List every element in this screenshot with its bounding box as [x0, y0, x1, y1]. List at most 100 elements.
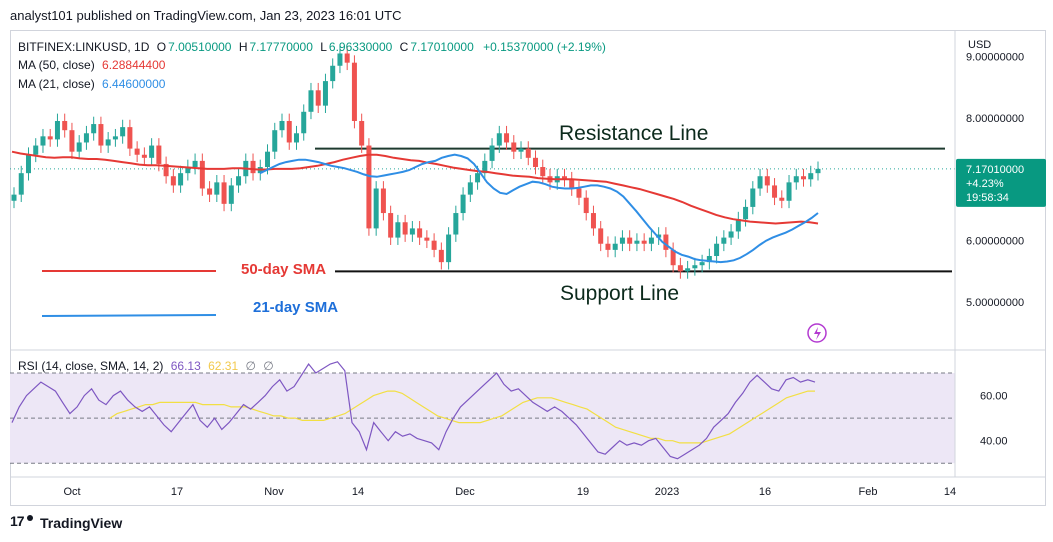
ma21-line — [259, 153, 819, 264]
candle-body — [576, 188, 582, 198]
countdown-value: 19:58:34 — [966, 192, 1009, 204]
candle-body — [663, 234, 669, 250]
candle-body — [127, 127, 133, 149]
ma50-legend[interactable]: MA (50, close) 6.28844400 — [18, 58, 165, 72]
candle-body — [764, 176, 770, 186]
high-value: 7.17770000 — [249, 40, 313, 54]
close-label: C — [399, 40, 409, 54]
candle-body — [120, 127, 126, 137]
sma50-label: 50-day SMA — [241, 261, 326, 278]
candle-body — [692, 265, 698, 269]
candle-body — [511, 142, 517, 152]
candle-body — [583, 197, 589, 214]
candle-body — [793, 176, 799, 183]
symbol-label[interactable]: BITFINEX:LINKUSD, 1D — [18, 40, 150, 54]
chart-frame — [10, 30, 1046, 506]
open-label: O — [156, 40, 167, 54]
rsi-label: RSI (14, close, SMA, 14, 2) — [18, 359, 164, 373]
axes — [10, 30, 1046, 478]
candle-body — [641, 240, 647, 244]
candle-body — [540, 167, 546, 177]
candle-body — [330, 65, 336, 82]
candle-body — [33, 145, 39, 155]
time-tick-label: 14 — [944, 486, 956, 498]
candle-body — [380, 188, 386, 214]
price-tick-label: 6.00000000 — [966, 236, 1024, 248]
footer-brand: 17 TradingView — [10, 513, 122, 531]
time-tick-label: Oct — [63, 486, 80, 498]
candle-body — [207, 188, 213, 195]
rsi-extra-1: ∅ — [245, 359, 256, 373]
candle-body — [417, 228, 423, 238]
candle-body — [656, 234, 662, 238]
candle-body — [446, 234, 452, 263]
candle-body — [533, 157, 539, 168]
candle-body — [402, 222, 408, 235]
resistance-label: Resistance Line — [559, 122, 708, 145]
candle-body — [250, 160, 256, 174]
candle-body — [98, 124, 104, 146]
price-tick-label: 8.00000000 — [966, 113, 1024, 125]
candle-body — [359, 120, 365, 146]
candle-body — [721, 237, 727, 244]
candle-body — [25, 154, 31, 174]
lightning-icon-ring — [807, 323, 827, 343]
candle-body — [699, 262, 705, 266]
change-value: +0.15370000 (+2.19%) — [483, 40, 606, 54]
candle-body — [728, 231, 734, 238]
ma21-value: 6.44600000 — [102, 77, 166, 91]
last-change-value: +4.23% — [966, 178, 1004, 190]
candle-body — [293, 133, 299, 143]
candle-body — [525, 148, 531, 158]
candle-body — [808, 173, 814, 180]
rsi-value: 66.13 — [170, 359, 201, 373]
candle-body — [590, 213, 596, 229]
candle-body — [670, 249, 676, 266]
candle-body — [91, 124, 97, 134]
candle-body — [192, 160, 198, 168]
candle-body — [460, 194, 466, 214]
candle-body — [301, 111, 307, 134]
candle-body — [677, 265, 683, 272]
candle-body — [351, 62, 357, 121]
candle-body — [438, 249, 444, 263]
time-tick-label: 14 — [352, 486, 364, 498]
candle-body — [467, 182, 473, 195]
time-tick-label: 2023 — [655, 486, 679, 498]
candle-body — [170, 176, 176, 186]
candle-body — [272, 130, 278, 152]
time-tick-label: Dec — [455, 486, 475, 498]
candle-body — [706, 256, 712, 263]
rsi-tick-label: 60.00 — [980, 391, 1008, 403]
currency-label: USD — [968, 39, 991, 51]
candle-body — [185, 167, 191, 174]
close-value: 7.17010000 — [410, 40, 474, 54]
candle-body — [76, 142, 82, 152]
tradingview-logo-icon: 17 — [10, 513, 34, 531]
ohlc-legend: BITFINEX:LINKUSD, 1D O 7.00510000 H 7.1777… — [18, 40, 606, 54]
candle-body — [308, 90, 314, 112]
time-tick-label: 16 — [759, 486, 771, 498]
ma50-line — [11, 150, 819, 225]
candle-body — [40, 136, 46, 146]
publish-header: analyst101 published on TradingView.com,… — [10, 8, 402, 23]
rsi-legend[interactable]: RSI (14, close, SMA, 14, 2) 66.13 62.31 … — [18, 359, 274, 373]
candle-body — [496, 133, 502, 146]
candle-body — [11, 194, 17, 201]
candle-body — [779, 197, 785, 201]
sma21-label: 21-day SMA — [253, 299, 338, 316]
candlestick-series — [11, 46, 821, 279]
candle-body — [561, 176, 567, 180]
ma21-legend[interactable]: MA (21, close) 6.44600000 — [18, 77, 165, 91]
candle-body — [236, 176, 242, 186]
candle-body — [489, 145, 495, 161]
candle-body — [743, 206, 749, 220]
candle-body — [409, 228, 415, 235]
time-tick-label: 17 — [171, 486, 183, 498]
candle-body — [322, 81, 328, 106]
candle-body — [156, 145, 162, 164]
candle-body — [786, 182, 792, 201]
rsi-sma-value: 62.31 — [208, 359, 239, 373]
candle-body — [141, 154, 147, 158]
